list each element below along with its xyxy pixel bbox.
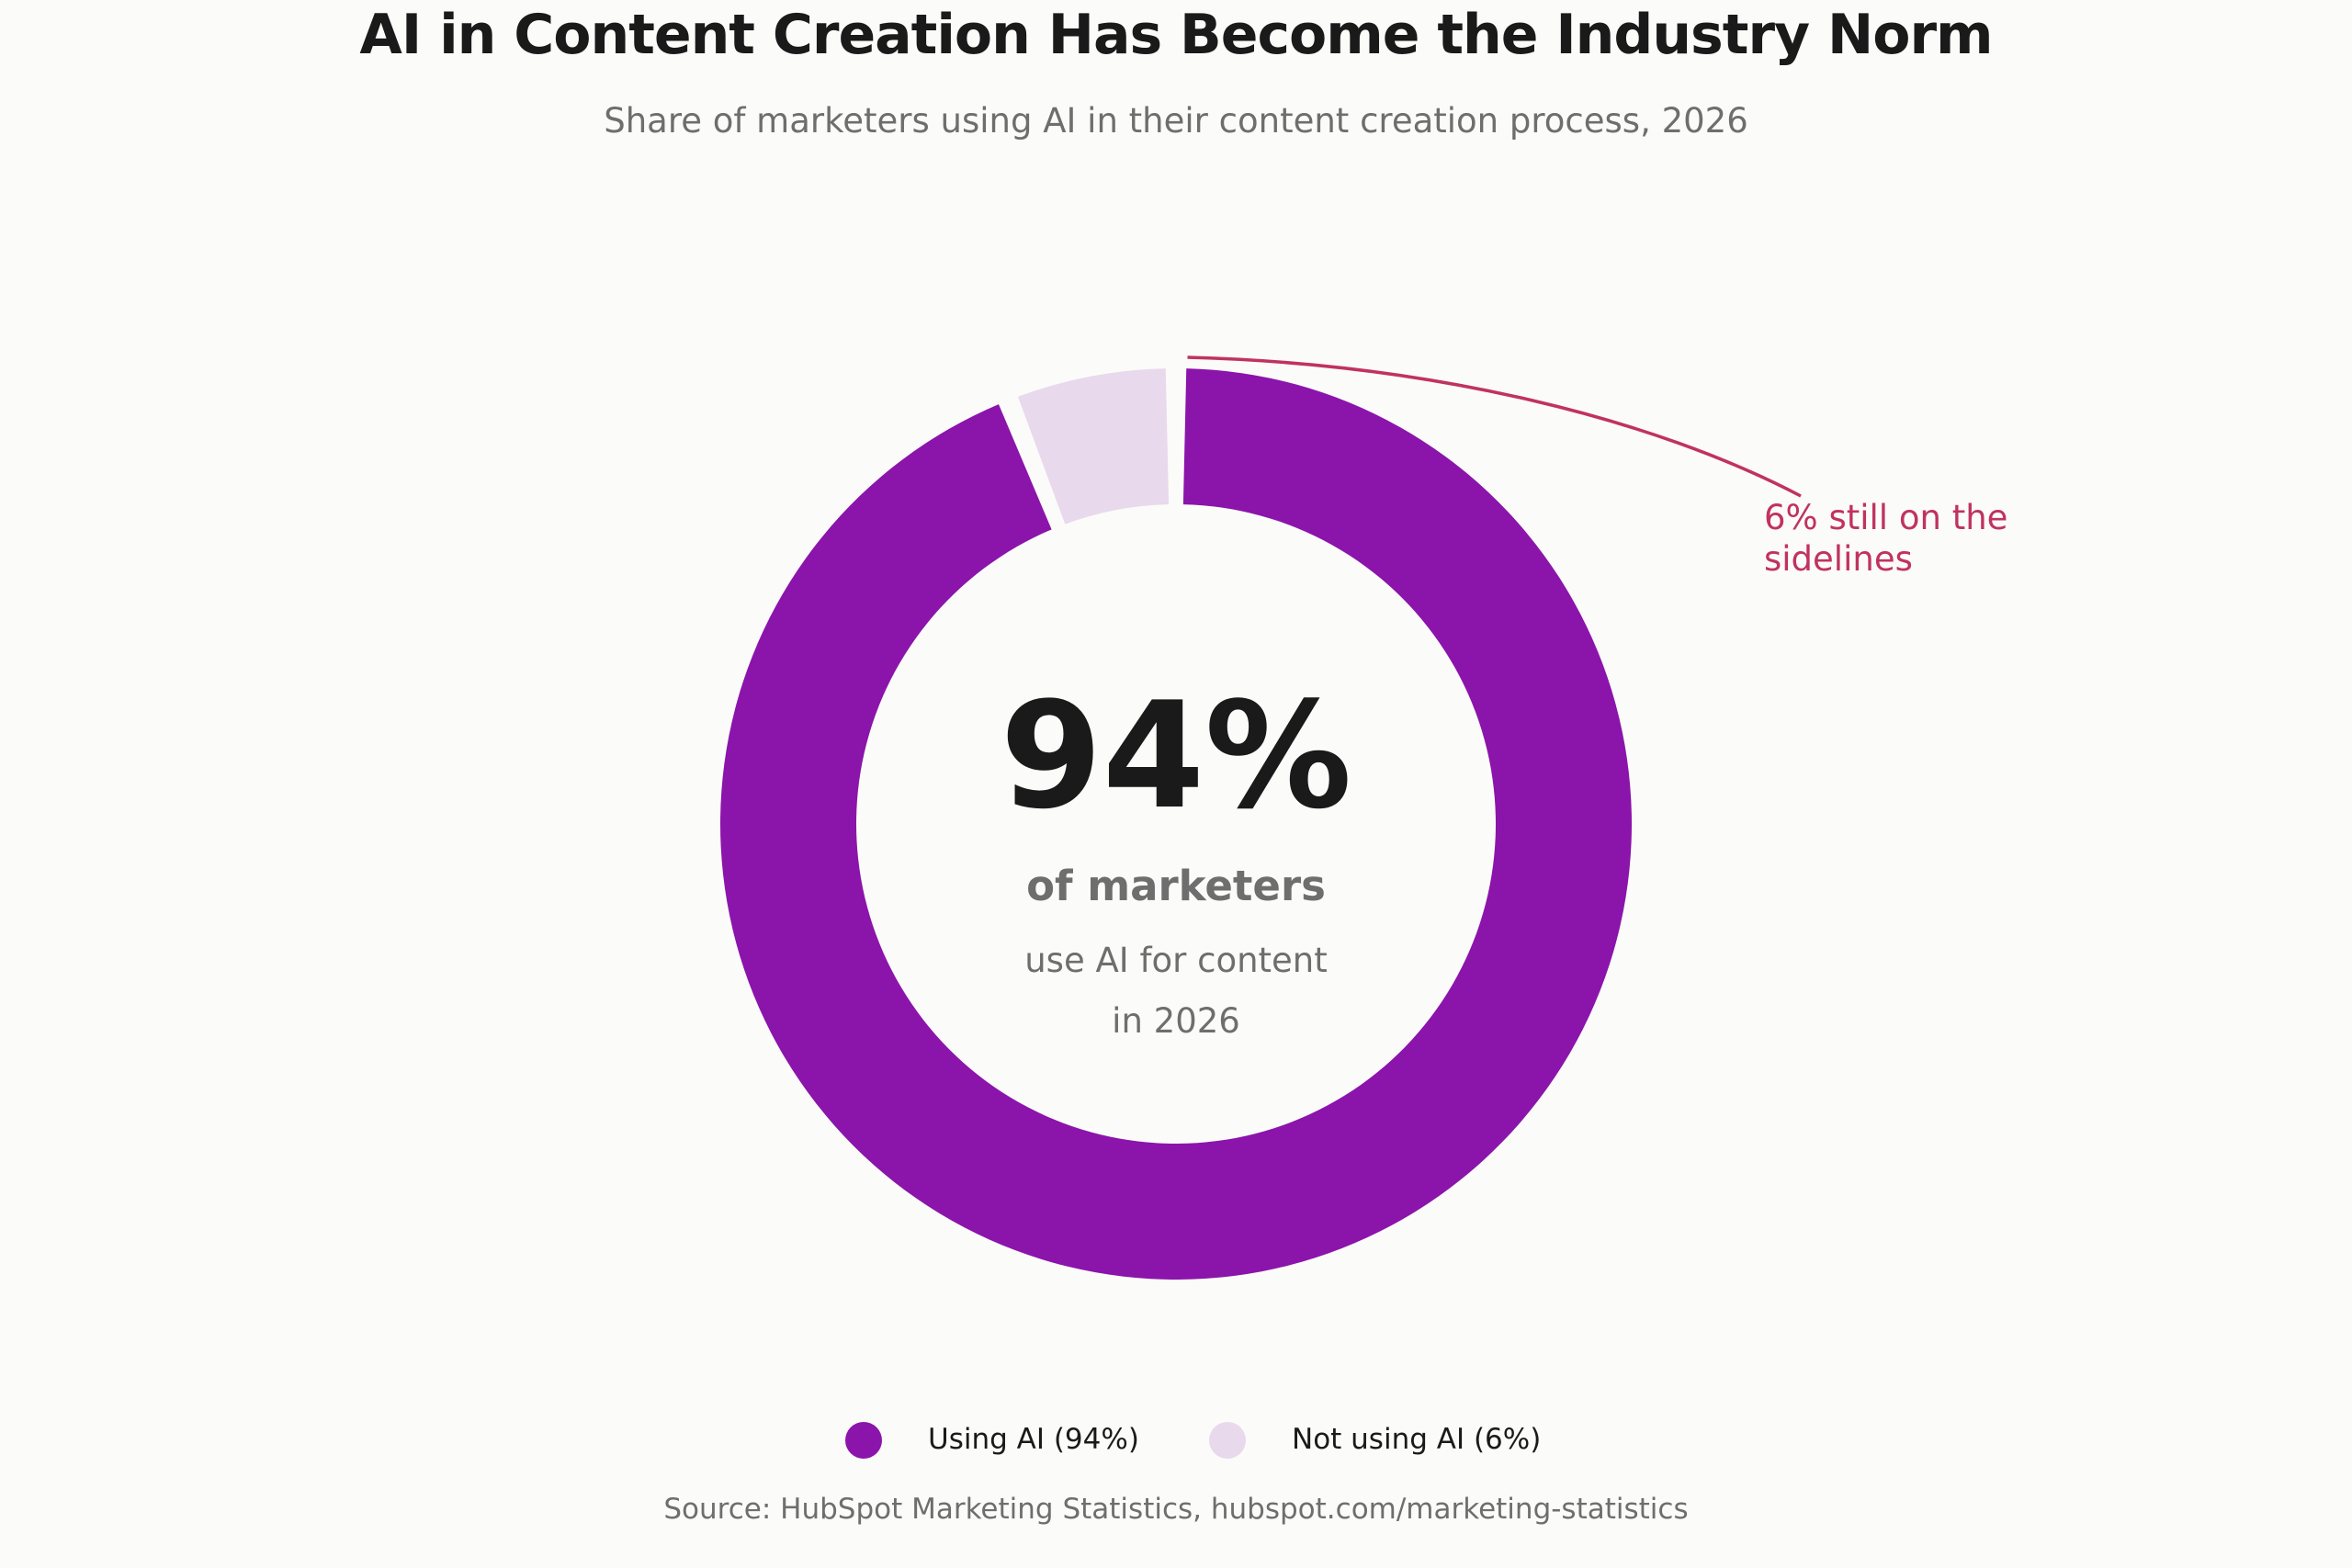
donut-slice-using-ai: [720, 368, 1633, 1280]
annotation-leader-line: [1187, 355, 1802, 498]
chart-title: AI in Content Creation Has Become the In…: [359, 3, 1993, 67]
center-value: 94%: [1001, 670, 1352, 841]
legend-label-using-ai: Using AI (94%): [928, 1423, 1139, 1456]
center-label-line-1: of marketers: [1026, 862, 1326, 910]
donut-slices: [720, 368, 1633, 1280]
legend-swatch-using-ai: [845, 1422, 882, 1459]
legend-label-not-using-ai: Not using AI (6%): [1292, 1423, 1542, 1456]
source-note: Source: HubSpot Marketing Statistics, hu…: [663, 1493, 1689, 1526]
legend-swatch-not-using-ai: [1209, 1422, 1246, 1459]
legend: Using AI (94%) Not using AI (6%): [0, 1413, 2352, 1468]
annotation-line-2: sidelines: [1764, 539, 1913, 579]
chart-subtitle: Share of marketers using AI in their con…: [604, 101, 1748, 141]
donut-slice-not-using-ai: [1017, 368, 1170, 525]
center-label-line-3: in 2026: [1112, 1001, 1240, 1041]
center-label-line-2: use AI for content: [1024, 941, 1328, 980]
annotation-line-1: 6% still on the: [1764, 498, 2007, 537]
